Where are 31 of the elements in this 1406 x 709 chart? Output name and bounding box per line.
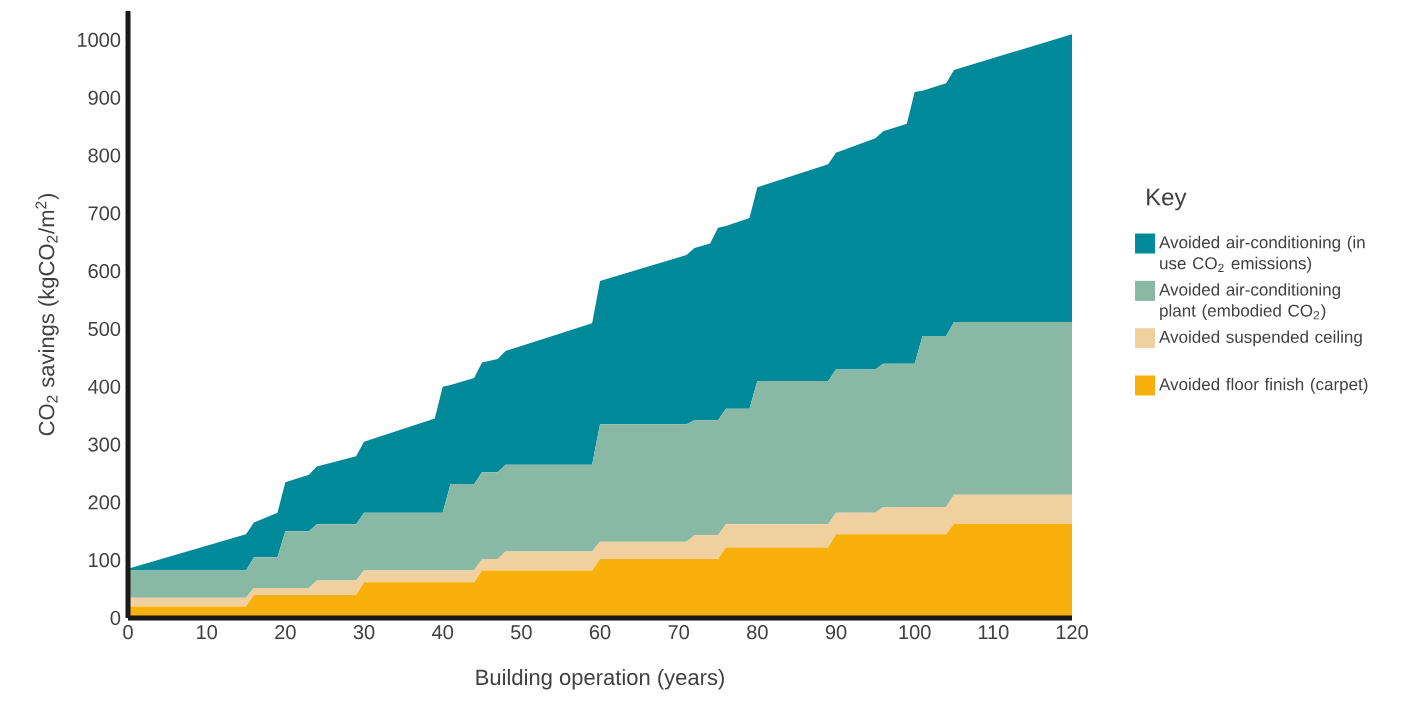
x-tick-label: 70 — [668, 625, 690, 640]
y-tick-label: 100 — [89, 553, 121, 568]
y-axis-title: CO$_{2}$ savings (kgCO$_{2}$/m$^{2}$) — [35, 193, 59, 436]
y-tick-label: 1000 — [77, 32, 121, 47]
y-tick-label: 400 — [88, 379, 121, 394]
x-tick-label: 80 — [747, 625, 768, 640]
x-tick-label: 0 — [123, 625, 133, 640]
x-tick-label: 60 — [589, 625, 611, 640]
legend-label: Avoided floor finish (carpet) — [1159, 377, 1368, 394]
legend-label: Avoided suspended ceiling — [1159, 330, 1362, 347]
x-tick-label: 20 — [275, 625, 296, 640]
y-tick-label: 0 — [110, 610, 121, 626]
x-tick-label: 10 — [197, 625, 218, 640]
y-tick-label: 800 — [88, 148, 121, 163]
y-tick-label: 300 — [88, 437, 121, 452]
y-tick-label: 900 — [88, 90, 121, 105]
legend-title: Key — [1147, 188, 1187, 211]
x-tick-label: 100 — [899, 625, 931, 640]
y-tick-label: 600 — [88, 264, 121, 279]
legend-label: Avoided air-conditioning plant (embodied CO$_{2}$) — [1159, 283, 1340, 321]
x-tick-label: 90 — [825, 625, 847, 640]
y-tick-label: 200 — [88, 495, 121, 510]
x-tick-label: 40 — [432, 625, 454, 640]
x-tick-label: 30 — [353, 625, 375, 640]
x-axis-title: Building operation (years) — [476, 668, 724, 690]
y-tick-label: 700 — [88, 206, 121, 221]
legend-label: Avoided air-conditioning (in use CO$_{2}$ emissions) — [1159, 235, 1365, 273]
x-tick-label: 110 — [978, 625, 1009, 640]
y-tick-label: 500 — [88, 321, 121, 337]
x-tick-label: 120 — [1056, 625, 1088, 640]
x-tick-label: 50 — [511, 625, 532, 640]
